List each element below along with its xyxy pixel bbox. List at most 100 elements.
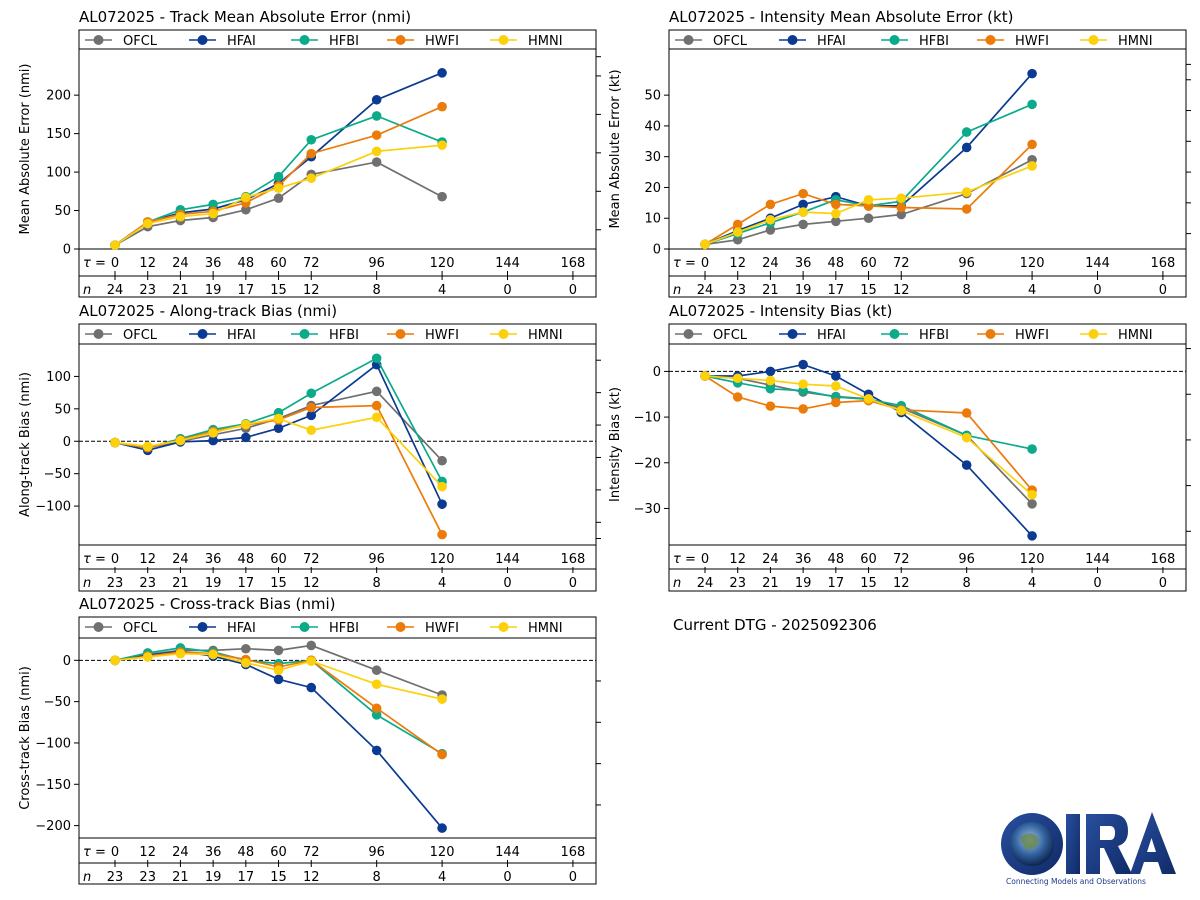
n-count-label: 21 [172, 576, 189, 591]
tau-tick-label: 36 [205, 845, 222, 860]
data-point-hwfi [437, 529, 447, 540]
data-point-hmni [208, 649, 218, 660]
y-tick-label: 50 [644, 89, 661, 104]
n-count-label: 0 [1159, 283, 1167, 298]
legend-label-ofcl: OFCL [123, 328, 158, 343]
data-point-hfbi [208, 199, 218, 210]
tau-tick-label: 120 [1020, 256, 1045, 271]
chart-cross: AL072025 - Cross-track Bias (nmi) −200 −15… [18, 595, 601, 885]
logo-letter-i [1066, 814, 1080, 874]
legend-label-hmni: HMNI [528, 328, 563, 343]
tau-tick-label: 96 [368, 845, 385, 860]
tau-row-label: τ = [83, 552, 106, 567]
data-point-hfai [208, 435, 218, 446]
data-point-hmni [175, 648, 186, 659]
n-count-label: 19 [795, 283, 812, 298]
data-point-hwfi [831, 199, 841, 210]
legend-marker-ofcl [683, 35, 694, 45]
n-count-label: 19 [205, 283, 222, 298]
legend-label-hwfi: HWFI [425, 328, 459, 343]
legend-label-hfai: HFAI [227, 34, 256, 49]
n-row-label: n [83, 870, 91, 885]
data-point-hmni [306, 173, 317, 184]
data-point-hmni [208, 208, 218, 219]
n-count-label: 12 [303, 283, 320, 298]
data-point-hfai [273, 674, 284, 685]
tau-tick-label: 168 [561, 845, 586, 860]
data-point-hmni [1027, 161, 1037, 171]
data-point-hfai [371, 745, 382, 756]
data-point-ofcl [437, 455, 447, 466]
n-count-label: 4 [438, 870, 446, 885]
data-point-hmni [241, 419, 251, 430]
tau-tick-label: 24 [172, 256, 189, 271]
data-point-hwfi [732, 392, 743, 402]
legend-marker-hfbi [299, 35, 310, 45]
n-count-label: 0 [569, 576, 577, 591]
tau-tick-label: 36 [205, 552, 222, 567]
legend-marker-ofcl [93, 329, 104, 339]
data-point-hmni [110, 437, 120, 448]
legend-label-hwfi: HWFI [425, 621, 459, 636]
y-tick-label: 0 [653, 365, 661, 380]
tau-tick-label: 168 [1151, 552, 1176, 567]
y-tick-label: −150 [35, 778, 71, 793]
tau-tick-label: 168 [561, 552, 586, 567]
series-line-hfbi [704, 103, 1033, 246]
data-point-hmni [142, 218, 153, 229]
data-point-ofcl [896, 209, 907, 220]
tau-tick-label: 12 [139, 552, 156, 567]
data-point-hwfi [437, 101, 447, 112]
data-point-hmni [241, 657, 251, 668]
y-tick-label: 10 [644, 212, 661, 227]
tau-tick-label: 48 [828, 256, 845, 271]
n-count-label: 15 [270, 283, 287, 298]
tau-tick-label: 60 [270, 256, 287, 271]
y-tick-label: −200 [35, 819, 71, 834]
cira-logo: Connecting Models and Observations [1001, 812, 1176, 886]
tau-tick-label: 168 [561, 256, 586, 271]
data-point-hfai [306, 682, 317, 693]
data-point-hwfi [798, 188, 808, 199]
y-axis-label: Cross-track Bias (nmi) [18, 666, 33, 810]
data-point-hmni [798, 379, 808, 390]
data-point-hmni [700, 239, 710, 250]
data-point-hmni [371, 412, 382, 423]
tau-tick-label: 72 [303, 845, 320, 860]
n-count-label: 23 [729, 283, 746, 298]
tau-row-label: τ = [673, 552, 696, 567]
chart-title: AL072025 - Intensity Bias (kt) [669, 302, 892, 320]
y-tick-label: 0 [63, 654, 71, 669]
legend-marker-hwfi [985, 329, 996, 339]
legend-marker-hwfi [395, 329, 406, 339]
data-point-hmni [371, 146, 382, 157]
y-tick-label: 100 [46, 370, 71, 385]
data-point-hmni [863, 394, 874, 404]
data-point-hmni [273, 665, 284, 676]
legend-marker-hmni [498, 329, 509, 339]
data-point-hmni [961, 187, 972, 197]
tau-tick-label: 24 [172, 552, 189, 567]
legend-label-ofcl: OFCL [713, 328, 748, 343]
tau-tick-label: 36 [795, 256, 812, 271]
n-count-label: 8 [963, 576, 971, 591]
tau-tick-label: 72 [893, 552, 910, 567]
tau-row-label: τ = [83, 256, 106, 271]
data-point-ofcl [1027, 499, 1037, 509]
data-point-hfai [1027, 531, 1037, 541]
n-count-label: 17 [238, 283, 255, 298]
y-axis-label: Mean Absolute Error (nmi) [18, 64, 33, 235]
data-point-hmni [765, 214, 776, 225]
legend-marker-hfbi [889, 329, 900, 339]
axes-frame [668, 29, 1187, 298]
legend-label-hwfi: HWFI [1015, 328, 1049, 343]
data-point-hfai [437, 823, 447, 833]
tau-tick-label: 60 [270, 552, 287, 567]
data-point-hfbi [371, 710, 382, 720]
tau-tick-label: 60 [270, 845, 287, 860]
n-row-label: n [673, 283, 681, 298]
data-point-hfai [765, 366, 776, 377]
legend-marker-ofcl [93, 622, 104, 632]
tau-tick-label: 0 [111, 256, 119, 271]
data-point-hmni [896, 405, 907, 416]
